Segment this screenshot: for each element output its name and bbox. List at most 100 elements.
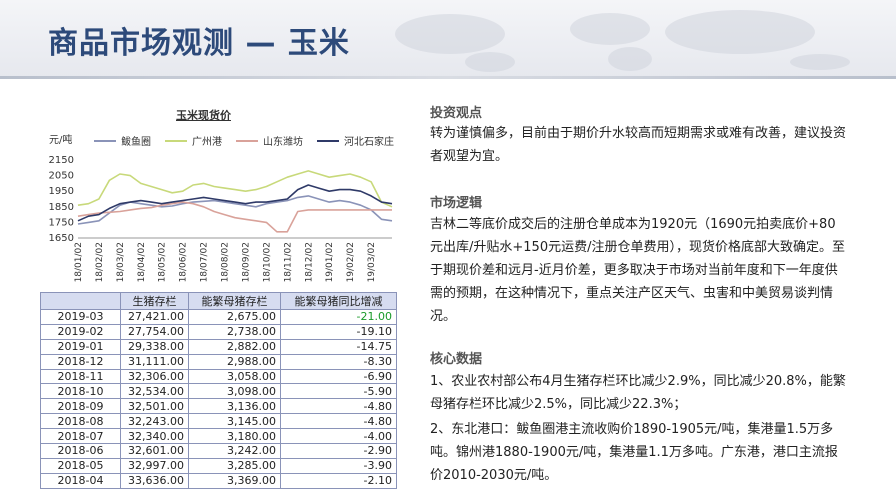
table-row: 2018-12 31,111.00 2,988.00 -8.30 — [40, 353, 397, 370]
market-logic-heading: 市场逻辑 — [430, 196, 483, 211]
x-tick-label: 18/01/02 — [74, 242, 84, 282]
core-data-item: 2、东北港口：鲅鱼圈港主流收购价1890-1905元/吨，集港量1.5万多吨。锦… — [430, 422, 838, 483]
table-row: 2019-01 29,338.00 2,882.00 -14.75 — [40, 338, 397, 355]
table-cell-value: -19.10 — [280, 323, 397, 340]
legend-swatch — [236, 139, 258, 142]
table-cell-date: 2018-09 — [40, 398, 121, 415]
table-cell-value: 2,988.00 — [188, 353, 281, 370]
market-logic-text: 吉林二等底价成交后的注册仓单成本为1920元（1690元拍卖底价+80元出库/升… — [430, 213, 848, 328]
table-cell-date: 2018-12 — [40, 353, 121, 370]
table-row: 2018-06 32,601.00 3,242.00 -2.90 — [40, 443, 397, 459]
table-cell-value: 3,145.00 — [188, 413, 281, 430]
table-cell-value: -8.30 — [280, 353, 397, 370]
table-cell-value: -4.80 — [280, 413, 397, 430]
table-cell-date: 2019-03 — [40, 309, 121, 325]
table-cell-value: 2,675.00 — [188, 309, 281, 325]
legend-swatch — [94, 139, 116, 142]
table-row: 2018-05 32,997.00 3,285.00 -3.90 — [40, 457, 397, 474]
x-tick-label: 19/01/02 — [325, 242, 335, 282]
legend-item: 山东潍坊 — [236, 133, 303, 148]
table-cell-value: 32,997.00 — [120, 457, 189, 474]
investment-view-heading: 投资观点 — [430, 106, 483, 121]
table-cell-value: 2,882.00 — [188, 338, 281, 355]
table-cell-value: 3,136.00 — [188, 398, 281, 415]
table-cell-value: -4.80 — [280, 398, 397, 415]
legend-label: 河北石家庄 — [344, 137, 394, 148]
table-cell-value: -14.75 — [280, 338, 397, 355]
table-cell-value: -4.00 — [280, 428, 397, 445]
page-title: 商品市场观测 — 玉米 — [48, 26, 350, 61]
x-tick-label: 19/02/02 — [346, 242, 356, 282]
table-cell-value: 3,285.00 — [188, 457, 281, 474]
legend-item: 广州港 — [165, 133, 222, 148]
legend-label: 广州港 — [192, 137, 222, 148]
table-cell-date: 2018-10 — [40, 383, 121, 400]
table-header-cell — [40, 292, 121, 310]
table-header-cell: 能繁母猪同比增减 — [280, 292, 397, 310]
table-cell-value: 29,338.00 — [120, 338, 189, 355]
x-tick-label: 18/05/02 — [158, 242, 168, 282]
x-tick-label: 19/03/02 — [367, 242, 377, 282]
table-row: 2018-04 33,636.00 3,369.00 -2.10 — [40, 472, 397, 489]
table-row: 2018-10 32,534.00 3,098.00 -5.90 — [40, 383, 397, 400]
x-tick-label: 18/12/02 — [304, 242, 314, 282]
world-map-decoration — [395, 10, 850, 72]
table-cell-value: 27,754.00 — [120, 323, 189, 340]
table-header-row: 生猪存栏 能繁母猪存栏 能繁母猪同比增减 — [40, 292, 397, 310]
x-tick-label: 18/04/02 — [137, 242, 147, 282]
x-tick-label: 18/09/02 — [241, 242, 251, 282]
table-row: 2019-02 27,754.00 2,738.00 -19.10 — [40, 323, 397, 340]
core-data-heading: 核心数据 — [430, 352, 483, 367]
x-tick-label: 18/03/02 — [116, 242, 126, 282]
table-cell-value: 33,636.00 — [120, 472, 189, 489]
corn-spot-price-chart: 1650 1750 1850 1950 2050 2150 18/01/02 18/02/02… — [49, 155, 393, 282]
table-cell-value: -21.00 — [280, 309, 397, 325]
table-cell-value: -2.10 — [280, 472, 397, 489]
table-cell-date: 2019-02 — [40, 323, 121, 340]
series-line — [77, 201, 392, 233]
y-tick-label: 1950 — [49, 186, 74, 197]
table-cell-value: -5.90 — [280, 383, 397, 400]
series-line — [77, 184, 393, 222]
table-cell-value: 32,306.00 — [120, 368, 189, 385]
x-tick-label: 18/02/02 — [95, 242, 105, 282]
market-logic-paragraph: 吉林二等底价成交后的注册仓单成本为1920元（1690元拍卖底价+80元出库/升… — [430, 217, 845, 324]
table-row: 2018-07 32,340.00 3,180.00 -4.00 — [40, 428, 397, 445]
legend-label: 鲅鱼圈 — [121, 137, 151, 148]
table-row: 2018-11 32,306.00 3,058.00 -6.90 — [40, 368, 397, 385]
y-tick-label: 1650 — [49, 233, 74, 244]
chart-title: 玉米现货价 — [176, 109, 231, 122]
table-cell-date: 2018-06 — [40, 443, 121, 459]
table-cell-date: 2019-01 — [40, 338, 121, 355]
investment-view-paragraph: 转为谨慎偏多，目前由于期价升水较高而短期需求或难有改善，建议投资者观望为宜。 — [430, 126, 847, 164]
table-cell-value: 2,738.00 — [188, 323, 281, 340]
legend-swatch — [317, 139, 339, 142]
table-cell-value: 3,180.00 — [188, 428, 281, 445]
investment-view-text: 转为谨慎偏多，目前由于期价升水较高而短期需求或难有改善，建议投资者观望为宜。 — [430, 122, 850, 168]
legend-item: 河北石家庄 — [317, 133, 394, 148]
table-row: 2019-03 27,421.00 2,675.00 -21.00 — [40, 309, 397, 325]
y-tick-label: 2050 — [49, 171, 74, 182]
table-header-cell: 能繁母猪存栏 — [188, 292, 281, 310]
table-cell-value: -6.90 — [280, 368, 397, 385]
y-tick-label: 1750 — [49, 217, 74, 228]
table-cell-value: 3,058.00 — [188, 368, 281, 385]
table-cell-value: 31,111.00 — [120, 353, 189, 370]
table-header-cell: 生猪存栏 — [120, 292, 189, 310]
table-cell-value: 3,242.00 — [188, 443, 281, 459]
table-cell-date: 2018-11 — [40, 368, 121, 385]
table-cell-value: 32,601.00 — [120, 443, 189, 459]
table-cell-date: 2018-07 — [40, 428, 121, 445]
chart-legend: 鲅鱼圈 广州港 山东潍坊 河北石家庄 — [94, 133, 394, 148]
table-cell-value: 32,501.00 — [120, 398, 189, 415]
y-tick-label: 2150 — [49, 155, 74, 166]
legend-item: 鲅鱼圈 — [94, 133, 151, 148]
table-row: 2018-09 32,501.00 3,136.00 -4.80 — [40, 398, 397, 415]
table-cell-date: 2018-05 — [40, 457, 121, 474]
x-tick-label: 18/10/02 — [262, 242, 272, 282]
table-cell-value: -2.90 — [280, 443, 397, 459]
hog-inventory-table: 生猪存栏 能繁母猪存栏 能繁母猪同比增减 2019-03 27,421.00 2,6… — [40, 292, 397, 489]
x-tick-label: 18/11/02 — [283, 242, 293, 282]
table-cell-date: 2018-08 — [40, 413, 121, 430]
table-cell-value: 3,098.00 — [188, 383, 281, 400]
